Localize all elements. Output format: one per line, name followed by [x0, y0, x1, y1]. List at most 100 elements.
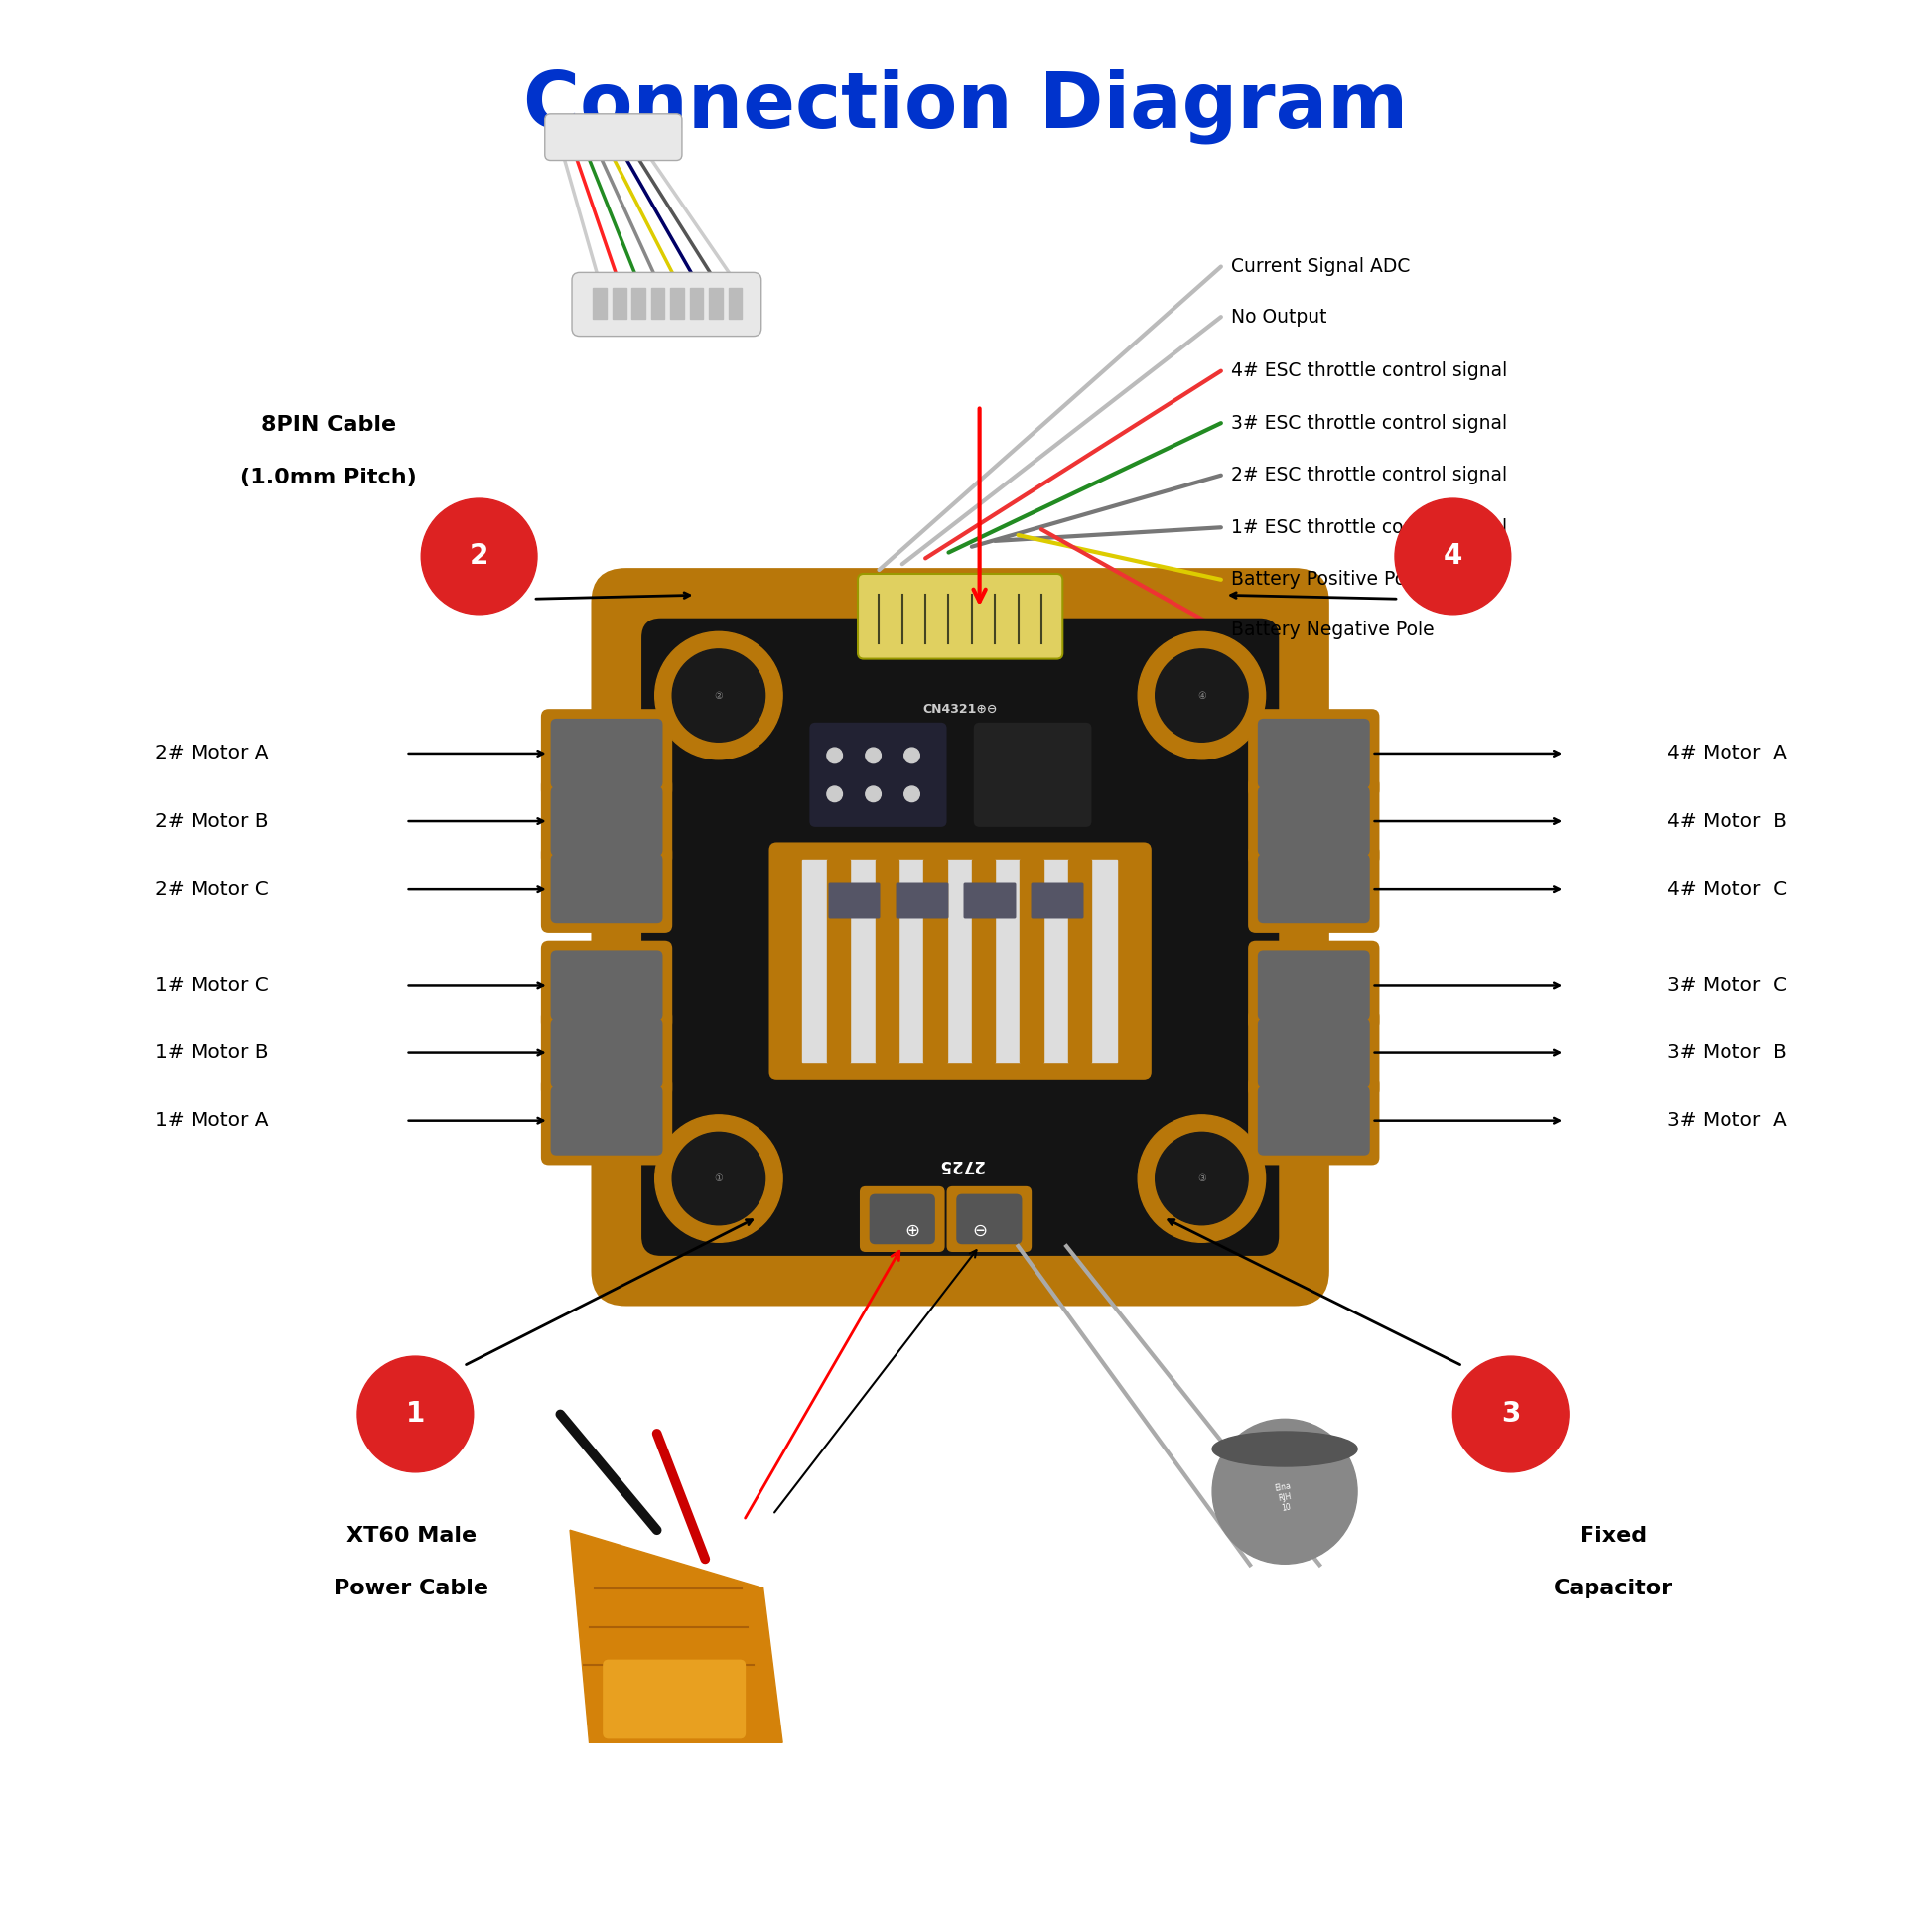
Text: ②: ②	[715, 690, 723, 701]
Circle shape	[655, 632, 782, 759]
Polygon shape	[570, 1530, 782, 1743]
Bar	[709, 288, 723, 319]
Bar	[1020, 860, 1043, 1063]
Text: Fixed: Fixed	[1578, 1526, 1648, 1546]
FancyBboxPatch shape	[551, 951, 663, 1020]
Text: 4# ESC throttle control signal: 4# ESC throttle control signal	[1231, 361, 1507, 381]
Text: ③: ③	[1198, 1173, 1206, 1184]
Text: 2# ESC throttle control signal: 2# ESC throttle control signal	[1231, 466, 1507, 485]
Text: ①: ①	[715, 1173, 723, 1184]
Text: 8PIN Cable: 8PIN Cable	[261, 415, 396, 435]
Text: Battery Positive Pole: Battery Positive Pole	[1231, 570, 1422, 589]
Text: 1: 1	[406, 1401, 425, 1428]
Text: 4: 4	[1443, 543, 1463, 570]
Bar	[593, 288, 607, 319]
Bar	[651, 288, 665, 319]
Text: 3# Motor  C: 3# Motor C	[1667, 976, 1787, 995]
Bar	[896, 883, 947, 918]
Bar	[827, 860, 850, 1063]
Circle shape	[357, 1356, 473, 1472]
Text: Power Cable: Power Cable	[334, 1578, 489, 1598]
FancyBboxPatch shape	[858, 574, 1063, 659]
Bar	[1068, 860, 1092, 1063]
FancyBboxPatch shape	[810, 723, 947, 827]
FancyBboxPatch shape	[545, 114, 682, 160]
Text: ⊕: ⊕	[904, 1221, 920, 1240]
Text: 4# Motor  A: 4# Motor A	[1667, 744, 1787, 763]
Circle shape	[421, 498, 537, 614]
Bar	[829, 883, 879, 918]
Bar	[1043, 860, 1068, 1063]
Bar	[690, 288, 703, 319]
FancyBboxPatch shape	[551, 1018, 663, 1088]
Text: 1# Motor A: 1# Motor A	[155, 1111, 269, 1130]
Bar	[1032, 883, 1082, 918]
Bar	[964, 883, 1014, 918]
Text: Elna
RJH
10: Elna RJH 10	[1273, 1482, 1296, 1513]
FancyBboxPatch shape	[541, 941, 672, 1030]
FancyBboxPatch shape	[974, 723, 1092, 827]
Circle shape	[1395, 498, 1511, 614]
FancyBboxPatch shape	[1248, 941, 1379, 1030]
Text: 3# Motor  A: 3# Motor A	[1667, 1111, 1787, 1130]
Text: 1# ESC throttle control signal: 1# ESC throttle control signal	[1231, 518, 1507, 537]
Bar	[632, 288, 645, 319]
Text: 2725: 2725	[937, 1155, 983, 1175]
Text: 2# Motor A: 2# Motor A	[155, 744, 269, 763]
FancyBboxPatch shape	[1248, 777, 1379, 866]
Bar	[612, 288, 626, 319]
FancyBboxPatch shape	[947, 1186, 1032, 1252]
Bar	[1032, 883, 1082, 918]
Bar	[995, 860, 1020, 1063]
Circle shape	[1155, 649, 1248, 742]
FancyBboxPatch shape	[769, 842, 1151, 1080]
FancyBboxPatch shape	[1258, 854, 1370, 923]
FancyBboxPatch shape	[1258, 1018, 1370, 1088]
FancyBboxPatch shape	[541, 1076, 672, 1165]
Bar	[947, 860, 972, 1063]
Text: 1# Motor B: 1# Motor B	[155, 1043, 269, 1063]
Text: ④: ④	[1198, 690, 1206, 701]
FancyBboxPatch shape	[1248, 1009, 1379, 1097]
Bar	[670, 288, 684, 319]
Circle shape	[904, 748, 920, 763]
Bar	[829, 883, 879, 918]
Text: (1.0mm Pitch): (1.0mm Pitch)	[240, 468, 417, 487]
Bar	[1092, 860, 1117, 1063]
FancyBboxPatch shape	[551, 786, 663, 856]
FancyBboxPatch shape	[869, 1194, 935, 1244]
FancyBboxPatch shape	[1258, 1086, 1370, 1155]
Bar	[964, 883, 1014, 918]
Text: 2# Motor B: 2# Motor B	[155, 811, 269, 831]
Text: 3# Motor  B: 3# Motor B	[1667, 1043, 1787, 1063]
Circle shape	[827, 786, 842, 802]
FancyBboxPatch shape	[1258, 786, 1370, 856]
Bar	[972, 860, 995, 1063]
Circle shape	[655, 1115, 782, 1242]
Bar	[1032, 883, 1082, 918]
Ellipse shape	[1213, 1432, 1356, 1466]
Text: 4# Motor  B: 4# Motor B	[1667, 811, 1787, 831]
Bar	[898, 860, 923, 1063]
FancyBboxPatch shape	[603, 1660, 746, 1739]
Ellipse shape	[1213, 1418, 1356, 1565]
Text: Battery Negative Pole: Battery Negative Pole	[1231, 620, 1434, 639]
Circle shape	[866, 748, 881, 763]
Circle shape	[672, 1132, 765, 1225]
Bar	[896, 883, 947, 918]
Bar	[875, 860, 898, 1063]
Circle shape	[827, 748, 842, 763]
FancyBboxPatch shape	[541, 709, 672, 798]
FancyBboxPatch shape	[641, 618, 1279, 1256]
Bar	[802, 860, 827, 1063]
FancyBboxPatch shape	[541, 844, 672, 933]
Circle shape	[1453, 1356, 1569, 1472]
Bar	[728, 288, 742, 319]
Text: Capacitor: Capacitor	[1553, 1578, 1673, 1598]
Circle shape	[1138, 632, 1265, 759]
Text: 2# Motor C: 2# Motor C	[155, 879, 269, 898]
Text: 4# Motor  C: 4# Motor C	[1667, 879, 1787, 898]
FancyBboxPatch shape	[551, 854, 663, 923]
Circle shape	[672, 649, 765, 742]
FancyBboxPatch shape	[551, 719, 663, 788]
